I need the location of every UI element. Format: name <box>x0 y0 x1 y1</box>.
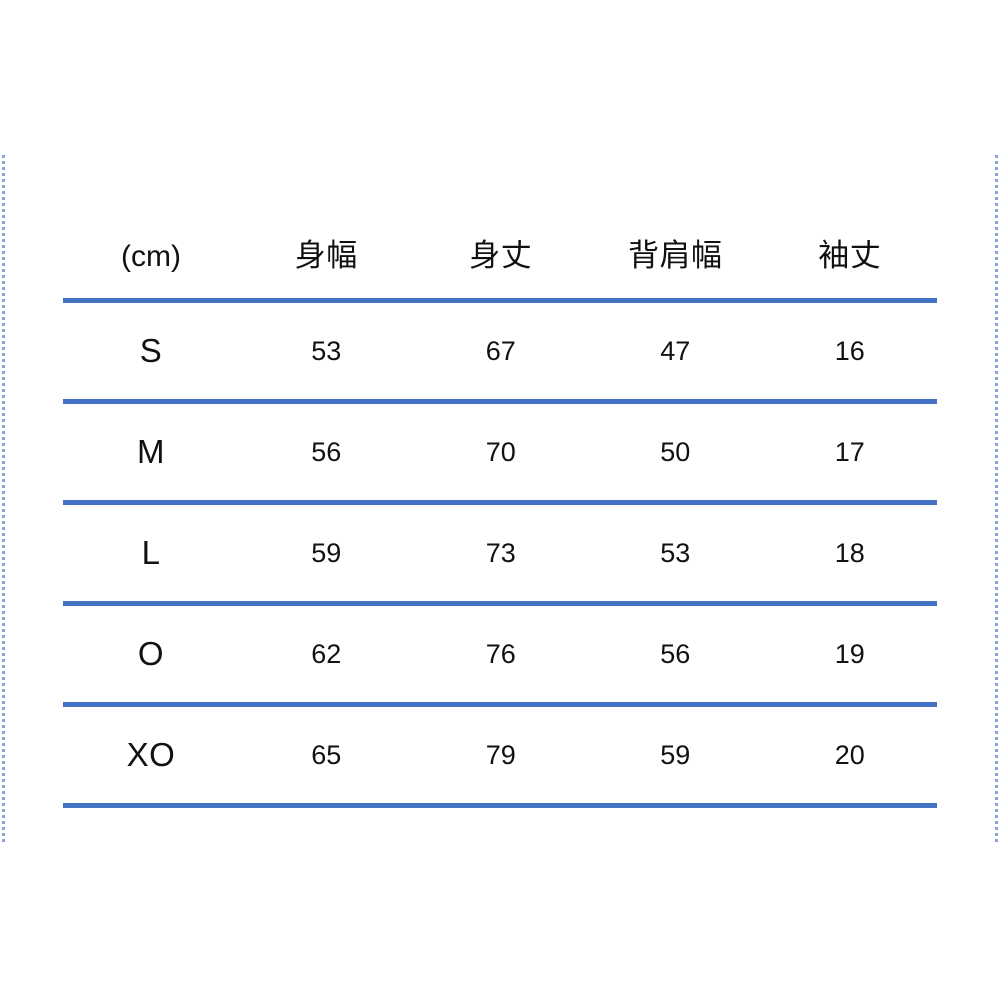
cell-chest-width: 53 <box>239 300 414 404</box>
column-header-shoulder-width: 背肩幅 <box>588 214 763 303</box>
cell-chest-width: 56 <box>239 401 414 505</box>
cell-body-length: 73 <box>413 502 588 606</box>
size-chart-table: (cm) 身幅 身丈 背肩幅 袖丈 S 53 67 47 16 M 56 70 … <box>63 214 937 808</box>
table-row: O 62 76 56 19 <box>63 603 937 707</box>
cell-shoulder-width: 53 <box>588 502 763 606</box>
size-label: XO <box>63 704 239 808</box>
table-row: L 59 73 53 18 <box>63 502 937 606</box>
cell-sleeve-length: 18 <box>762 502 937 606</box>
cell-body-length: 67 <box>413 300 588 404</box>
cell-chest-width: 59 <box>239 502 414 606</box>
cell-body-length: 70 <box>413 401 588 505</box>
column-header-body-length: 身丈 <box>413 214 588 303</box>
column-header-unit: (cm) <box>63 214 239 303</box>
cell-shoulder-width: 56 <box>588 603 763 707</box>
cell-body-length: 76 <box>413 603 588 707</box>
cell-shoulder-width: 50 <box>588 401 763 505</box>
cell-shoulder-width: 47 <box>588 300 763 404</box>
cell-chest-width: 65 <box>239 704 414 808</box>
cell-sleeve-length: 16 <box>762 300 937 404</box>
size-label: M <box>63 401 239 505</box>
left-edge-guide-line <box>2 155 5 843</box>
cell-shoulder-width: 59 <box>588 704 763 808</box>
table-header-row: (cm) 身幅 身丈 背肩幅 袖丈 <box>63 214 937 303</box>
cell-sleeve-length: 20 <box>762 704 937 808</box>
size-chart-container: (cm) 身幅 身丈 背肩幅 袖丈 S 53 67 47 16 M 56 70 … <box>63 214 937 808</box>
table-row: XO 65 79 59 20 <box>63 704 937 808</box>
size-label: L <box>63 502 239 606</box>
size-label: S <box>63 300 239 404</box>
right-edge-guide-line <box>995 155 998 843</box>
column-header-chest-width: 身幅 <box>239 214 414 303</box>
size-label: O <box>63 603 239 707</box>
cell-sleeve-length: 19 <box>762 603 937 707</box>
column-header-sleeve-length: 袖丈 <box>762 214 937 303</box>
cell-chest-width: 62 <box>239 603 414 707</box>
table-row: S 53 67 47 16 <box>63 300 937 404</box>
cell-sleeve-length: 17 <box>762 401 937 505</box>
table-row: M 56 70 50 17 <box>63 401 937 505</box>
cell-body-length: 79 <box>413 704 588 808</box>
